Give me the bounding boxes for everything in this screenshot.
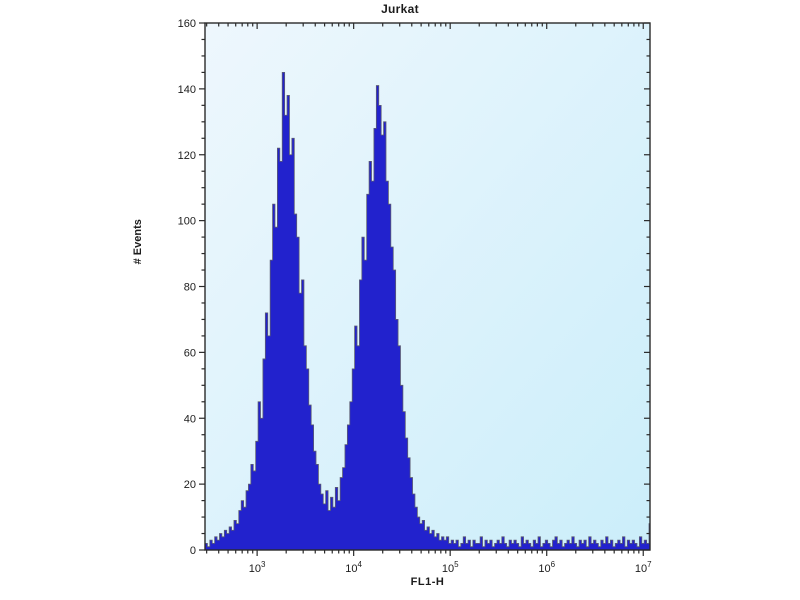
x-axis-label: FL1-H [410,576,445,588]
y-tick-label: 60 [184,347,196,359]
y-tick-label: 160 [178,18,196,30]
histogram-series [204,72,651,551]
x-tick-label: 107 [635,560,652,575]
y-tick-label: 0 [190,545,196,557]
x-tick-label: 103 [249,560,266,575]
x-tick-label: 106 [538,560,555,575]
y-tick-label: 140 [178,84,196,96]
x-tick-label: 104 [345,560,362,575]
y-tick-label: 40 [184,413,196,425]
x-tick-label: 105 [442,560,459,575]
y-tick-label: 20 [184,479,196,491]
y-tick-label: 80 [184,282,196,294]
y-tick-label: 100 [178,216,196,228]
y-tick-label: 120 [178,150,196,162]
chart-title: Jurkat [381,2,419,16]
